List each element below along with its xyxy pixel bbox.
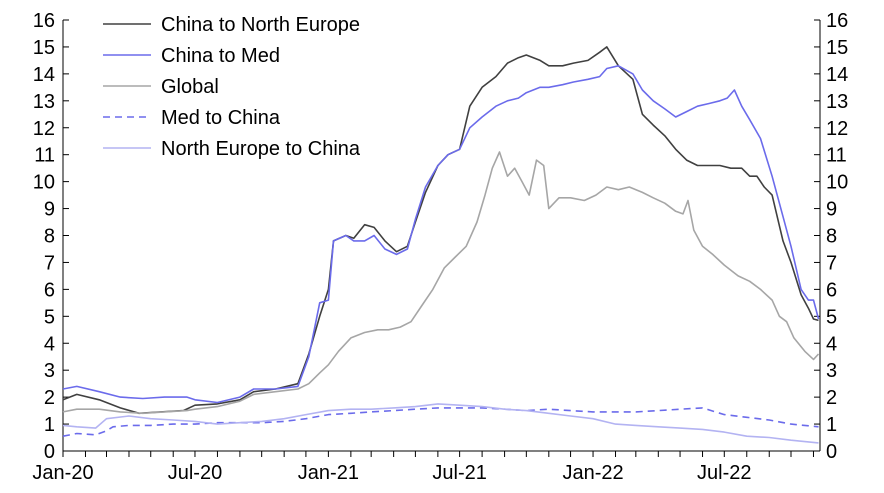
y-tick-label-left: 12 bbox=[33, 118, 55, 140]
y-tick-label-right: 12 bbox=[826, 118, 848, 140]
series-line-0 bbox=[62, 46, 819, 415]
legend-label-1: China to Med bbox=[161, 45, 280, 67]
legend-label-3: Med to China bbox=[161, 107, 281, 129]
series-line-4 bbox=[62, 403, 819, 444]
y-tick-label-right: 7 bbox=[826, 252, 837, 274]
y-tick-label-right: 1 bbox=[826, 414, 837, 436]
y-tick-label-right: 4 bbox=[826, 333, 837, 355]
y-tick-label-right: 5 bbox=[826, 306, 837, 328]
x-tick-label: Jan-22 bbox=[562, 462, 623, 484]
series-line-1 bbox=[62, 65, 820, 404]
y-tick-label-left: 6 bbox=[44, 279, 55, 301]
y-tick-label-left: 11 bbox=[34, 145, 55, 167]
series-line-2 bbox=[62, 151, 820, 415]
axes: 0123456789101112131415160123456789101112… bbox=[32, 10, 848, 484]
y-tick-label-right: 6 bbox=[826, 279, 837, 301]
legend-label-4: North Europe to China bbox=[161, 138, 361, 160]
legend-label-2: Global bbox=[161, 76, 219, 98]
y-tick-label-left: 15 bbox=[33, 37, 55, 59]
y-tick-label-left: 8 bbox=[44, 226, 55, 248]
y-tick-label-right: 15 bbox=[826, 37, 848, 59]
y-tick-label-right: 11 bbox=[826, 145, 847, 167]
y-tick-label-left: 14 bbox=[33, 64, 55, 86]
legend-label-0: China to North Europe bbox=[161, 14, 360, 36]
y-tick-label-right: 16 bbox=[826, 10, 848, 32]
y-tick-label-right: 9 bbox=[826, 199, 837, 221]
x-tick-label: Jan-21 bbox=[298, 462, 359, 484]
series-line-3 bbox=[62, 407, 819, 437]
y-tick-label-right: 14 bbox=[826, 64, 848, 86]
series-layer bbox=[62, 46, 820, 444]
x-tick-label: Jul-21 bbox=[432, 462, 486, 484]
x-tick-label: Jul-22 bbox=[697, 462, 751, 484]
y-tick-label-left: 13 bbox=[33, 91, 55, 113]
y-tick-label-left: 4 bbox=[44, 333, 55, 355]
x-tick-label: Jul-20 bbox=[168, 462, 222, 484]
y-tick-label-right: 3 bbox=[826, 360, 837, 382]
y-tick-label-left: 2 bbox=[44, 387, 55, 409]
y-tick-label-right: 8 bbox=[826, 226, 837, 248]
y-tick-label-right: 0 bbox=[826, 441, 837, 463]
y-tick-label-right: 13 bbox=[826, 91, 848, 113]
y-tick-label-right: 2 bbox=[826, 387, 837, 409]
y-tick-label-left: 3 bbox=[44, 360, 55, 382]
x-tick-label: Jan-20 bbox=[32, 462, 93, 484]
y-tick-label-left: 0 bbox=[44, 441, 55, 463]
y-tick-label-left: 10 bbox=[33, 172, 55, 194]
y-tick-label-left: 5 bbox=[44, 306, 55, 328]
y-tick-label-left: 7 bbox=[44, 252, 55, 274]
y-tick-label-right: 10 bbox=[826, 172, 848, 194]
legend: China to North Europe China to Med Global M… bbox=[103, 14, 361, 160]
y-tick-label-left: 1 bbox=[44, 414, 55, 436]
y-tick-label-left: 16 bbox=[33, 10, 55, 32]
y-tick-label-left: 9 bbox=[44, 199, 55, 221]
